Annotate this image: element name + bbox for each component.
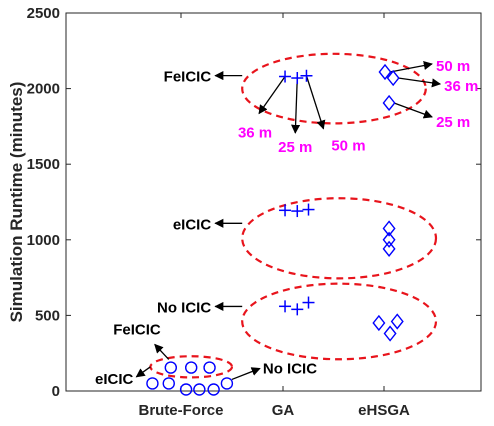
plus-marker [279,300,292,313]
group-ellipse [241,52,427,125]
plus-marker [302,296,315,309]
x-tick-label: eHSGA [358,402,410,419]
annotation-label: 25 m [278,139,312,156]
diamond-marker [382,231,396,248]
circle-marker [193,383,206,396]
annotation-arrow [398,77,442,88]
annotation-label: FeICIC [164,69,212,86]
annotation-arrows [135,61,442,381]
annotation-label: No ICIC [263,360,317,377]
circle-marker [146,377,159,390]
circle-marker [220,377,234,390]
annotation-label: No ICIC [157,299,211,316]
y-axis-label: Simulation Runtime (minutes) [7,82,26,323]
diamond-marker [386,69,400,87]
y-tick-label: 1000 [27,232,60,249]
circle-marker [207,383,220,396]
annotation-label: 50 m [331,138,365,155]
y-tick-label: 0 [52,383,60,400]
diamond-marker [390,313,404,330]
plus-marker [279,204,292,217]
plus-marker [302,203,315,216]
annotation-arrow [258,76,286,115]
circle-marker [203,361,216,374]
plus-marker [291,205,304,218]
group-ellipse [241,282,438,361]
annotation-label: 25 m [436,114,470,131]
circle-marker [184,361,198,374]
circle-marker [179,383,193,396]
annotation-arrow [291,77,301,134]
plot-area [65,12,482,392]
annotations: FeICIC eICIC No ICIC FeICIC eICIC No ICIC 36 m… [95,58,478,388]
diamond-marker [382,220,396,237]
group-ellipse [241,197,438,280]
diamond-marker [382,94,396,112]
diamond-marker [383,325,397,342]
annotation-label: 36 m [238,125,272,142]
diamond-marker [372,314,386,332]
diamond-marker [378,63,392,81]
data-points [146,63,404,396]
annotation-arrow [135,366,151,378]
group-ellipses [149,52,438,379]
annotation-arrow [389,61,433,73]
annotation-label: 36 m [444,78,478,95]
y-tick-label: 2000 [27,81,60,98]
annotation-label: eICIC [95,371,134,388]
x-tick-label: Brute-Force [138,402,223,419]
annotation-label: FeICIC [113,321,161,338]
x-tick-label: GA [272,402,295,419]
annotation-label: eICIC [173,216,212,233]
circle-marker [164,361,178,374]
annotation-arrow [154,343,170,360]
x-axis-ticks: Brute-Force GA eHSGA [138,13,410,419]
diamond-marker [382,240,396,257]
y-tick-label: 500 [35,307,60,324]
plus-marker [300,69,313,82]
annotation-label: 50 m [436,58,470,75]
y-tick-label: 2500 [27,5,60,22]
y-axis-ticks: 0 500 1000 1500 2000 2500 [27,5,481,400]
annotation-arrow [305,75,326,130]
plus-marker [291,72,304,85]
group-ellipse [149,355,234,379]
annotation-arrow [231,367,261,381]
circle-marker [162,377,175,390]
plus-marker [291,303,304,316]
y-tick-label: 1500 [27,156,60,173]
annotation-arrow [393,102,433,119]
plus-marker [279,70,292,83]
